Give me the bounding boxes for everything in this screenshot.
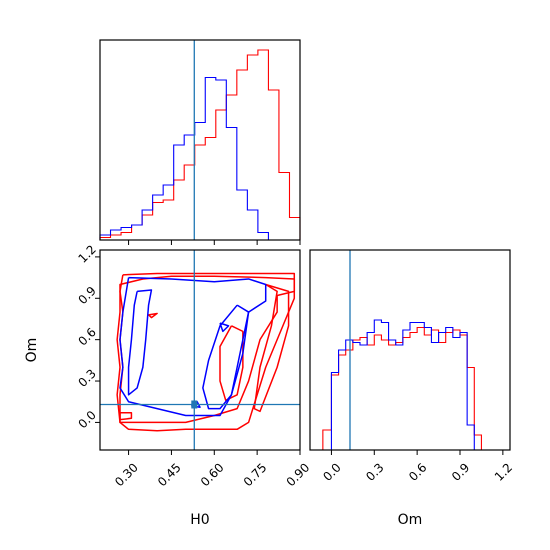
h0-histograms	[99, 49, 301, 241]
histogram-series-1	[99, 49, 301, 240]
contour-series-2-level-4	[219, 322, 230, 333]
y-tick-label-om: 1.2	[75, 242, 98, 265]
h0-om-contour-panel: 0.30 0.45 0.60 0.75 0.90 0.0 0.3 0.6 0.9 1.2 H0 O…	[24, 242, 312, 528]
x-tick-label-om: 0.0	[320, 460, 343, 483]
x-tick-label-om: 0.6	[406, 460, 429, 483]
x-tick-label-h0: 0.75	[241, 460, 270, 489]
y-tick-label-om: 0.0	[75, 408, 98, 431]
h0-om-contours	[116, 272, 296, 432]
x-axis-label-om: Om	[398, 512, 423, 528]
contour-series-1-level-5	[119, 412, 133, 421]
om-marginal-panel: 0.0 0.3 0.6 0.9 1.2 Om	[309, 249, 515, 528]
h0-om-frame	[99, 249, 301, 451]
y-tick-label-om: 0.9	[75, 284, 98, 307]
h0-marginal-panel	[99, 39, 301, 245]
contour-series-1-level-3	[253, 283, 290, 413]
x-tick-label-om: 1.2	[492, 460, 515, 483]
histogram-series-2	[99, 76, 300, 241]
contour-series-1-level-1	[119, 272, 296, 424]
histogram-series-2	[322, 319, 488, 451]
contour-series-2-level-3	[202, 304, 250, 410]
y-tick-label-om: 0.3	[75, 367, 98, 390]
om-marginal-frame	[309, 249, 511, 451]
y-axis-label-om: Om	[24, 338, 40, 363]
h0-om-truth-lines	[100, 250, 300, 450]
x-tick-label-h0: 0.45	[155, 460, 184, 489]
h0-marginal-frame	[99, 39, 301, 241]
contour-series-2-level-1	[119, 276, 267, 417]
om-marginal-ticks: 0.0 0.3 0.6 0.9 1.2	[320, 450, 515, 484]
x-axis-label-h0: H0	[190, 512, 209, 528]
contour-series-1-level-2	[116, 275, 296, 432]
om-histograms	[322, 319, 488, 451]
x-tick-label-h0: 0.30	[112, 460, 141, 489]
x-tick-label-h0: 0.60	[198, 460, 227, 489]
x-tick-label-om: 0.3	[363, 460, 386, 483]
y-tick-label-om: 0.6	[75, 325, 98, 348]
contour-series-2-level-2	[127, 289, 153, 396]
x-tick-label-om: 0.9	[449, 460, 472, 483]
contour-series-1-level-6	[148, 312, 158, 319]
truth-point-marker	[191, 400, 198, 409]
h0-marginal-ticks	[128, 240, 301, 245]
x-tick-label-h0: 0.90	[284, 460, 313, 489]
histogram-series-1	[322, 326, 488, 451]
